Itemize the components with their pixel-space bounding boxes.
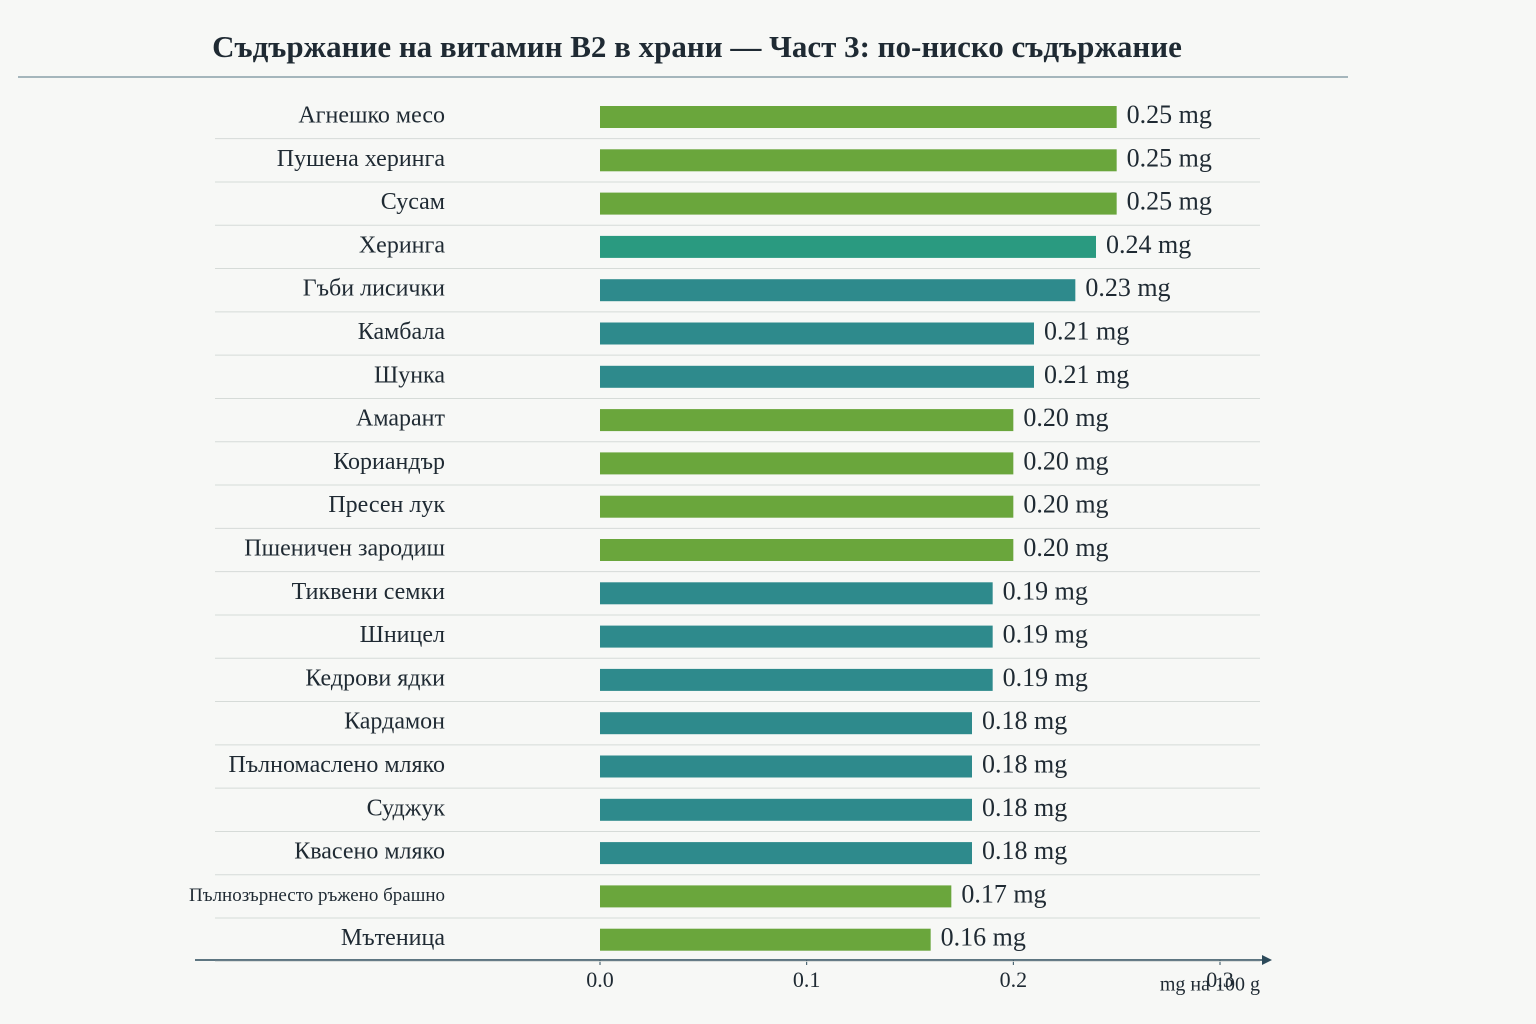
axis-arrow [1262, 955, 1272, 965]
category-label: Кардамон [344, 709, 445, 735]
category-label: Херинга [359, 232, 446, 258]
value-label: 0.18 mg [982, 706, 1067, 735]
value-label: 0.18 mg [982, 749, 1067, 778]
bar [600, 625, 993, 648]
bar [600, 755, 972, 778]
x-tick-label: 0.2 [1000, 967, 1028, 992]
value-label: 0.20 mg [1023, 446, 1108, 475]
bar [600, 322, 1034, 345]
bar [600, 928, 931, 951]
value-label: 0.25 mg [1127, 143, 1212, 172]
category-label: Квасено мляко [294, 839, 445, 865]
value-label: 0.19 mg [1003, 663, 1088, 692]
bar [600, 106, 1117, 128]
bar [600, 149, 1117, 172]
category-label: Агнешко месо [298, 103, 445, 129]
value-label: 0.20 mg [1023, 490, 1108, 519]
category-label: Суджук [367, 795, 446, 821]
category-label: Пълнозърнесто ръжено брашно [189, 885, 445, 906]
value-label: 0.19 mg [1003, 620, 1088, 649]
bar [600, 452, 1014, 475]
bar [600, 539, 1014, 561]
value-label: 0.24 mg [1106, 230, 1191, 259]
value-label: 0.21 mg [1044, 316, 1129, 345]
category-label: Шницел [360, 622, 445, 648]
bar [600, 582, 993, 605]
value-label: 0.19 mg [1003, 576, 1088, 605]
category-label: Амарант [356, 406, 446, 432]
x-axis-label: mg на 100 g [1160, 974, 1260, 996]
x-tick-label: 0.3 [1206, 967, 1234, 992]
x-tick-label: 0.1 [793, 967, 821, 992]
value-label: 0.17 mg [961, 879, 1046, 908]
category-label: Пълномаслено мляко [228, 752, 445, 778]
bar [600, 668, 993, 691]
bar [600, 842, 972, 865]
bar [600, 885, 952, 908]
bar [600, 235, 1096, 258]
bar [600, 192, 1117, 215]
value-label: 0.25 mg [1127, 100, 1212, 129]
value-label: 0.18 mg [982, 836, 1067, 865]
category-label: Гъби лисички [303, 276, 445, 302]
value-label: 0.20 mg [1023, 403, 1108, 432]
value-label: 0.20 mg [1023, 533, 1108, 562]
category-label: Пресен лук [328, 492, 445, 518]
category-label: Пшеничен зародиш [244, 536, 445, 562]
bar [600, 495, 1014, 518]
category-label: Тиквени семки [292, 579, 446, 605]
bar [600, 365, 1034, 388]
x-tick-label: 0.0 [586, 967, 614, 992]
category-label: Кориандър [333, 449, 445, 475]
bar [600, 279, 1076, 302]
category-label: Сусам [381, 189, 445, 215]
bar [600, 712, 972, 735]
value-label: 0.23 mg [1085, 273, 1170, 302]
value-label: 0.25 mg [1127, 187, 1212, 216]
category-label: Камбала [358, 319, 446, 345]
category-label: Пушена херинга [277, 146, 446, 172]
chart-title: Съдържание на витамин B2 в храни — Част … [212, 29, 1182, 64]
category-label: Мътеница [341, 925, 445, 951]
bar [600, 798, 972, 821]
value-label: 0.18 mg [982, 793, 1067, 822]
category-label: Шунка [374, 362, 445, 388]
bar [600, 409, 1014, 432]
value-label: 0.21 mg [1044, 360, 1129, 389]
value-label: 0.16 mg [941, 923, 1026, 952]
category-label: Кедрови ядки [305, 665, 445, 691]
